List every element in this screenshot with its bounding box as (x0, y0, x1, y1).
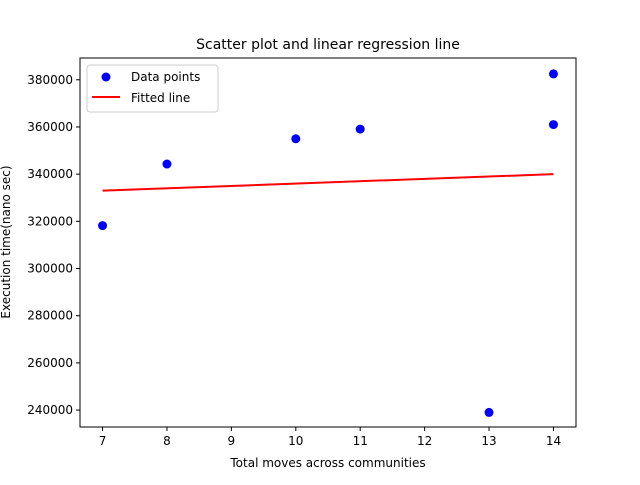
x-tick-label-10: 10 (288, 434, 303, 448)
data-point-5 (548, 120, 558, 130)
x-tick-label-9: 9 (228, 434, 236, 448)
y-tick-label-300000: 300000 (27, 262, 73, 276)
y-tick-label-380000: 380000 (27, 73, 73, 87)
data-point-1 (162, 159, 172, 169)
legend-marker-data-points (101, 72, 111, 82)
data-point-6 (548, 69, 558, 79)
y-axis-ticks: 240000 260000 280000 300000 320000 340000 3600… (27, 73, 80, 417)
x-tick-label-13: 13 (481, 434, 496, 448)
x-tick-label-8: 8 (163, 434, 171, 448)
data-point-3 (355, 124, 365, 134)
y-tick-label-360000: 360000 (27, 120, 73, 134)
data-point-0 (98, 221, 108, 231)
fitted-line-segment-0 (102, 173, 554, 192)
x-tick-label-11: 11 (353, 434, 368, 448)
plot-frame (79, 57, 577, 428)
x-axis-label: Total moves across communities (229, 456, 425, 470)
x-tick-label-12: 12 (417, 434, 432, 448)
legend-label-data-points: Data points (131, 70, 200, 84)
y-tick-label-340000: 340000 (27, 167, 73, 181)
y-axis-label: Execution time(nano sec) (0, 165, 13, 318)
data-point-4 (484, 407, 494, 417)
legend-label-fitted-line: Fitted line (131, 91, 190, 105)
x-axis-ticks: 7 8 9 10 11 12 13 14 (99, 427, 561, 448)
y-tick-label-320000: 320000 (27, 214, 73, 228)
x-tick-label-7: 7 (99, 434, 107, 448)
x-tick-label-14: 14 (546, 434, 561, 448)
legend: Data points Fitted line (86, 64, 219, 113)
plot-marks (98, 69, 558, 417)
data-point-2 (291, 134, 301, 144)
y-tick-label-240000: 240000 (27, 403, 73, 417)
y-tick-label-260000: 260000 (27, 356, 73, 370)
legend-box (86, 64, 219, 113)
y-tick-label-280000: 280000 (27, 309, 73, 323)
chart-title: Scatter plot and linear regression line (196, 37, 460, 53)
